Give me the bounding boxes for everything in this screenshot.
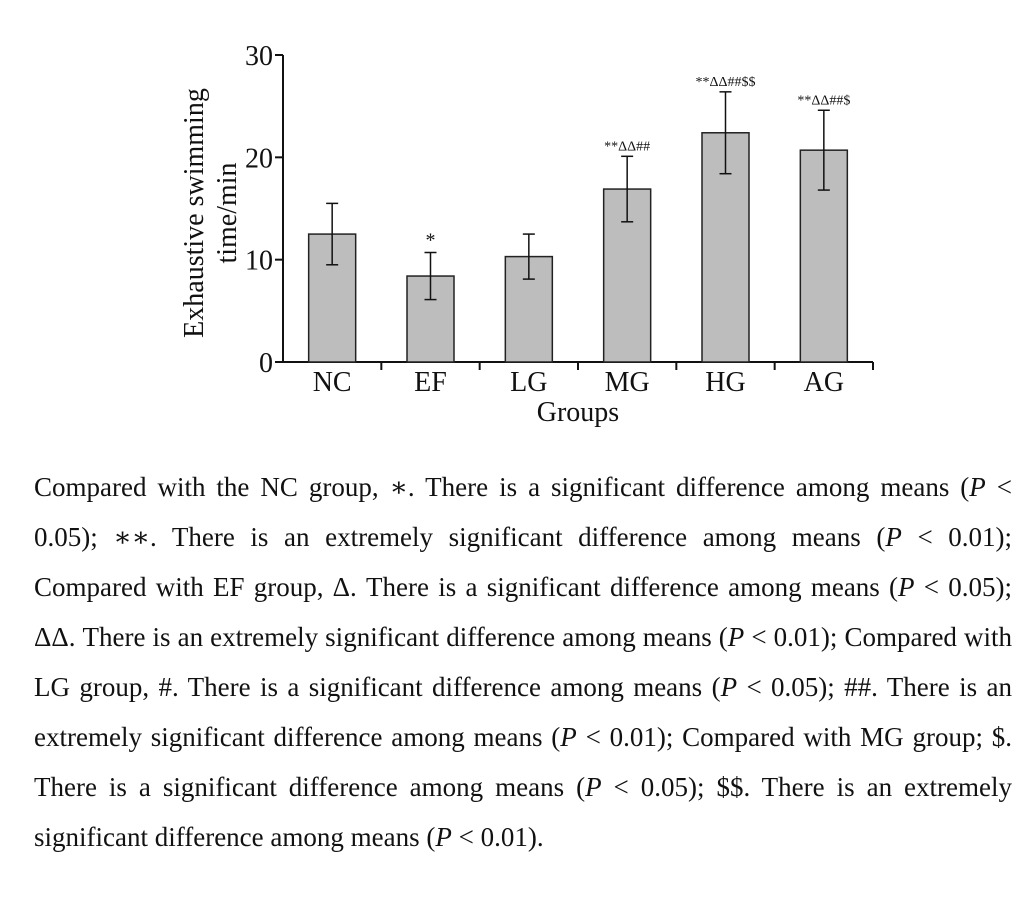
y-tick-label: 20	[245, 143, 273, 174]
caption-line: extremely significant difference among m…	[34, 722, 852, 752]
y-tick-label: 0	[259, 348, 273, 379]
significance-label: *	[426, 230, 436, 252]
chart-marks: 0 10 20 30 NC * EF LG **ΔΔ## MG **ΔΔ##$$ HG **ΔΔ##$ A…	[245, 41, 874, 398]
x-axis-title: Groups	[537, 397, 619, 428]
bar-chart: Exhaustive swimming time/min Groups 0 10 2…	[179, 41, 874, 428]
y-tick-label: 10	[245, 246, 273, 277]
x-tick-label: HG	[705, 367, 745, 398]
caption-line: difference among means (P < 0.05); ΔΔ. T…	[34, 572, 1013, 652]
significance-label: **ΔΔ##$	[797, 93, 850, 108]
caption-line: Compared with the NC group, ∗. There is …	[34, 472, 870, 502]
significance-label: **ΔΔ##$$	[695, 75, 755, 90]
y-axis-label-line-2: time/min	[212, 162, 243, 263]
caption-line: means (P < 0.05); ∗∗. There is an extrem…	[34, 472, 1013, 552]
y-axis-label-line-1: Exhaustive swimming	[179, 88, 210, 338]
figure-caption: Compared with the NC group, ∗. There is …	[34, 462, 1012, 862]
caption-line: difference among means (P < 0.01); Compa…	[34, 622, 1012, 702]
x-tick-label: NC	[313, 367, 352, 398]
y-tick-label: 30	[245, 41, 273, 72]
x-tick-label: EF	[414, 367, 447, 398]
significance-label: **ΔΔ##	[604, 139, 650, 154]
caption-line: $$. There is an extremely significant di…	[34, 772, 1012, 852]
x-tick-label: MG	[605, 367, 650, 398]
caption-line: MG group; $. There is a significant diff…	[34, 722, 1013, 802]
x-tick-label: AG	[804, 367, 844, 398]
caption-line: means (P < 0.01); Compared with EF group…	[34, 522, 1013, 602]
caption-line: is a significant difference among means …	[259, 672, 1012, 702]
x-tick-label: LG	[510, 367, 547, 398]
